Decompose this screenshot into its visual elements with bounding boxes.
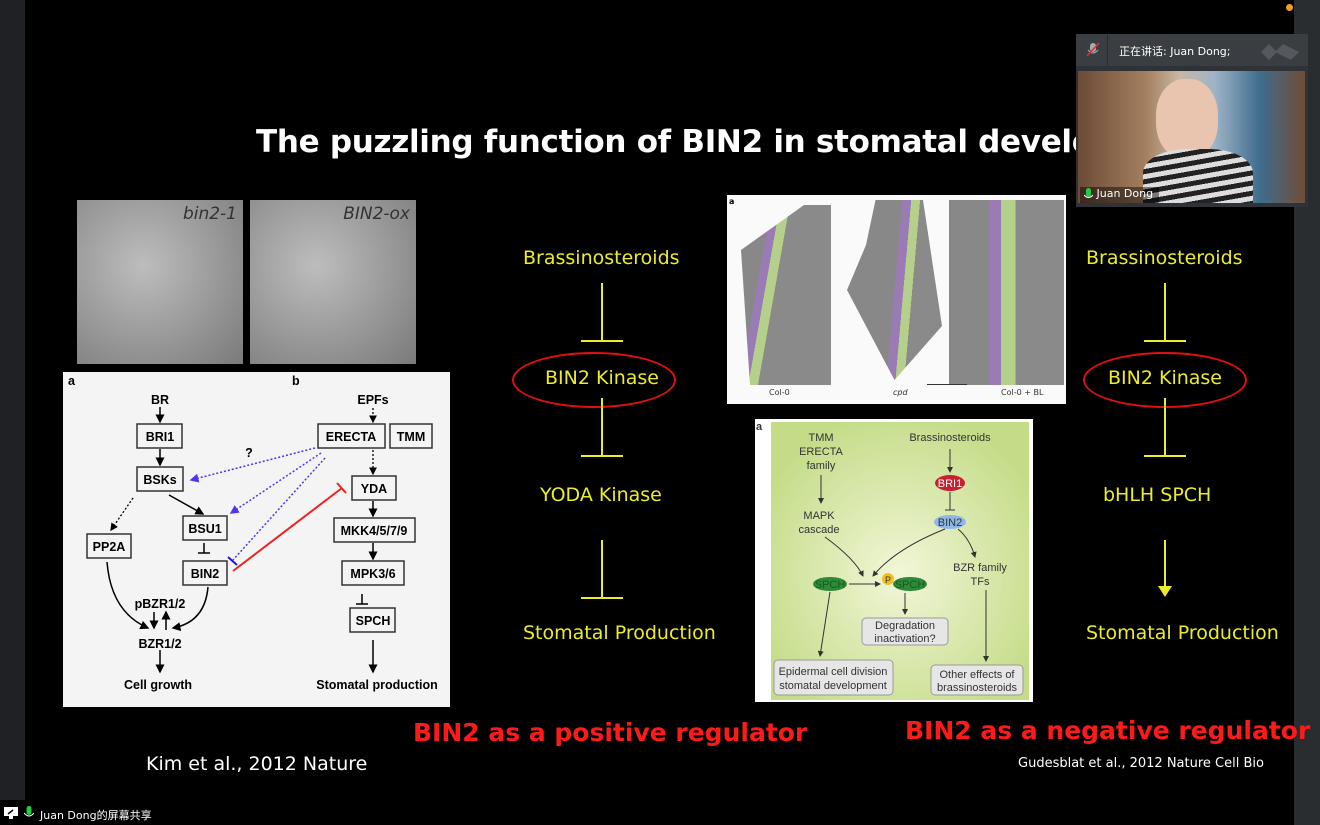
svg-text:Other effects of: Other effects of <box>939 669 1015 681</box>
micrograph-label: BIN2-ox <box>343 204 410 224</box>
kim-pathway-diagram: a b BR BRI1 BSKs ? BSU1 PP2A BIN2 pBZR1/… <box>63 372 450 707</box>
svg-text:pBZR1/2: pBZR1/2 <box>135 597 186 611</box>
slide-title: The puzzling function of BIN2 in stomata… <box>256 124 1190 160</box>
svg-text:a: a <box>68 374 76 388</box>
inhibition-line <box>1164 283 1166 340</box>
inhibition-line <box>601 398 603 455</box>
pathway-left-bin2-kinase: BIN2 Kinase <box>545 367 659 389</box>
left-window-edge <box>0 0 25 800</box>
svg-text:BZR1/2: BZR1/2 <box>138 637 181 651</box>
svg-text:ERECTA: ERECTA <box>326 430 376 444</box>
pathway-left-brassinosteroids: Brassinosteroids <box>523 247 680 269</box>
sem-label: Col-0 <box>769 388 790 397</box>
svg-text:Degradation: Degradation <box>875 620 935 632</box>
svg-text:TFs: TFs <box>971 576 990 588</box>
pathway-right-brassinosteroids: Brassinosteroids <box>1086 247 1243 269</box>
svg-text:brassinosteroids: brassinosteroids <box>937 682 1018 694</box>
inhibition-bar <box>581 597 623 599</box>
negative-regulator-label: BIN2 as a negative regulator <box>905 716 1311 745</box>
svg-text:BIN2: BIN2 <box>938 517 962 529</box>
citation-left: Kim et al., 2012 Nature <box>146 753 368 775</box>
sem-image-col0-bl <box>949 200 1064 385</box>
speaker-video-panel[interactable]: 正在讲话: Juan Dong; Juan Dong <box>1076 34 1308 207</box>
mic-icon <box>1083 187 1094 198</box>
divider <box>1107 34 1108 66</box>
screen-share-label: Juan Dong的屏幕共享 <box>40 809 152 822</box>
svg-text:MKK4/5/7/9: MKK4/5/7/9 <box>341 524 408 538</box>
inhibition-line <box>601 283 603 340</box>
svg-text:BIN2: BIN2 <box>191 567 220 581</box>
pathway-right-bhlh-spch: bHLH SPCH <box>1103 484 1212 506</box>
svg-text:BR: BR <box>151 393 169 407</box>
svg-text:ERECTA: ERECTA <box>799 446 843 458</box>
svg-text:YDA: YDA <box>361 482 387 496</box>
micrograph-bin2-1: bin2-1 <box>77 200 243 364</box>
sem-image-col0 <box>741 205 831 385</box>
svg-text:stomatal development: stomatal development <box>779 680 887 692</box>
svg-text:SPCH: SPCH <box>895 579 926 591</box>
pathway-left-stomatal-production: Stomatal Production <box>523 622 716 644</box>
svg-text:BRI1: BRI1 <box>146 430 175 444</box>
inhibition-bar <box>581 455 623 457</box>
svg-text:BZR family: BZR family <box>953 562 1007 574</box>
svg-text:MAPK: MAPK <box>803 510 835 522</box>
micrograph-label: bin2-1 <box>182 204 237 224</box>
inhibition-line <box>601 540 603 597</box>
inhibition-line <box>1164 398 1166 455</box>
svg-text:Cell growth: Cell growth <box>124 678 192 692</box>
citation-right: Gudesblat et al., 2012 Nature Cell Bio <box>1018 756 1264 771</box>
screen-share-icon[interactable] <box>4 807 18 819</box>
screen-share-bar: Juan Dong的屏幕共享 <box>0 800 1294 825</box>
activation-arrowhead <box>1158 586 1172 597</box>
inhibition-bar <box>1144 340 1186 342</box>
svg-text:?: ? <box>245 446 253 460</box>
svg-text:b: b <box>292 374 300 388</box>
participant-video <box>1078 71 1305 203</box>
svg-text:cascade: cascade <box>799 524 840 536</box>
micrograph-bin2-ox: BIN2-ox <box>250 200 416 364</box>
svg-text:EPFs: EPFs <box>357 393 388 407</box>
svg-text:a: a <box>756 421 763 433</box>
svg-text:BRI1: BRI1 <box>938 478 962 490</box>
positive-regulator-label: BIN2 as a positive regulator <box>413 718 808 747</box>
mic-muted-icon[interactable] <box>1086 42 1100 58</box>
svg-text:BSKs: BSKs <box>143 473 176 487</box>
svg-text:Brassinosteroids: Brassinosteroids <box>909 432 991 444</box>
svg-text:TMM: TMM <box>397 430 425 444</box>
meeting-logo-icon <box>1261 44 1299 60</box>
sem-label: Col-0 + BL <box>1001 388 1044 397</box>
svg-text:Epidermal cell division: Epidermal cell division <box>779 666 888 678</box>
gudesblat-pathway-diagram: a TMM ERECTA family MAPK cascade Brassin… <box>755 419 1033 702</box>
participant-shirt <box>1143 149 1253 203</box>
mic-icon[interactable] <box>24 806 34 820</box>
svg-text:Stomatal production: Stomatal production <box>316 678 438 692</box>
svg-text:SPCH: SPCH <box>815 579 846 591</box>
activation-line <box>1164 540 1166 590</box>
inhibition-bar <box>581 340 623 342</box>
participant-face <box>1156 79 1218 159</box>
recording-indicator <box>1286 4 1293 11</box>
panel-label: a <box>729 197 735 206</box>
sem-image-cpd <box>847 200 942 380</box>
participant-name-tag: Juan Dong <box>1080 187 1160 203</box>
svg-text:family: family <box>807 460 836 472</box>
svg-text:inactivation?: inactivation? <box>874 633 935 645</box>
inhibition-bar <box>1144 455 1186 457</box>
svg-text:P: P <box>885 575 891 585</box>
speaker-bar: 正在讲话: Juan Dong; <box>1076 34 1308 66</box>
highlight-ellipse <box>512 352 676 408</box>
sem-label: cpd <box>893 388 908 397</box>
scale-bar <box>927 384 967 385</box>
pathway-left-yoda-kinase: YODA Kinase <box>540 484 662 506</box>
sem-figure: a Col-0 cpd Col-0 + BL <box>727 195 1066 404</box>
svg-text:MPK3/6: MPK3/6 <box>350 567 395 581</box>
svg-text:PP2A: PP2A <box>93 540 126 554</box>
speaking-label: 正在讲话: Juan Dong; <box>1119 45 1231 58</box>
pathway-right-bin2-kinase: BIN2 Kinase <box>1108 367 1222 389</box>
svg-text:TMM: TMM <box>808 432 833 444</box>
participant-name: Juan Dong <box>1096 187 1154 200</box>
pathway-right-stomatal-production: Stomatal Production <box>1086 622 1279 644</box>
svg-text:SPCH: SPCH <box>356 614 391 628</box>
svg-text:BSU1: BSU1 <box>188 522 221 536</box>
